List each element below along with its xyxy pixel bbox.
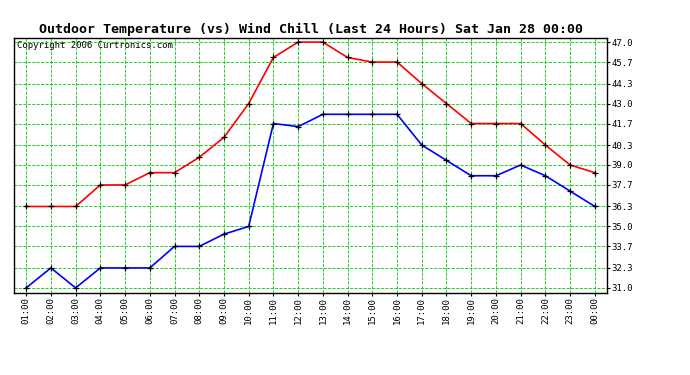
Text: Copyright 2006 Curtronics.com: Copyright 2006 Curtronics.com — [17, 41, 172, 50]
Title: Outdoor Temperature (vs) Wind Chill (Last 24 Hours) Sat Jan 28 00:00: Outdoor Temperature (vs) Wind Chill (Las… — [39, 23, 582, 36]
